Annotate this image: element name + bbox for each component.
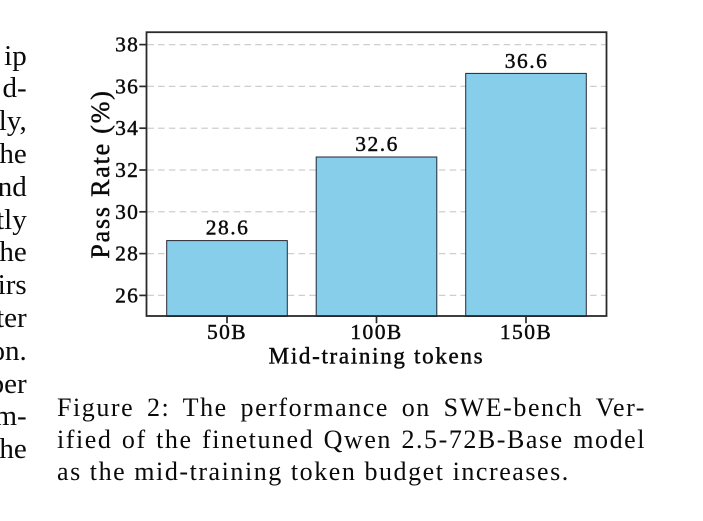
svg-text:26: 26 — [115, 283, 139, 307]
svg-text:28.6: 28.6 — [206, 215, 250, 239]
svg-text:32.6: 32.6 — [355, 132, 399, 156]
svg-text:28: 28 — [115, 242, 139, 266]
svg-text:150B: 150B — [500, 320, 552, 344]
svg-text:32: 32 — [115, 158, 139, 182]
svg-text:36: 36 — [115, 74, 139, 98]
svg-text:100B: 100B — [350, 320, 402, 344]
svg-text:36.6: 36.6 — [505, 49, 549, 73]
svg-text:Pass Rate (%): Pass Rate (%) — [86, 89, 115, 258]
svg-text:50B: 50B — [207, 320, 247, 344]
svg-text:30: 30 — [115, 200, 139, 224]
svg-text:38: 38 — [115, 33, 139, 57]
svg-text:Mid-training tokens: Mid-training tokens — [269, 344, 485, 369]
svg-text:34: 34 — [115, 116, 139, 140]
